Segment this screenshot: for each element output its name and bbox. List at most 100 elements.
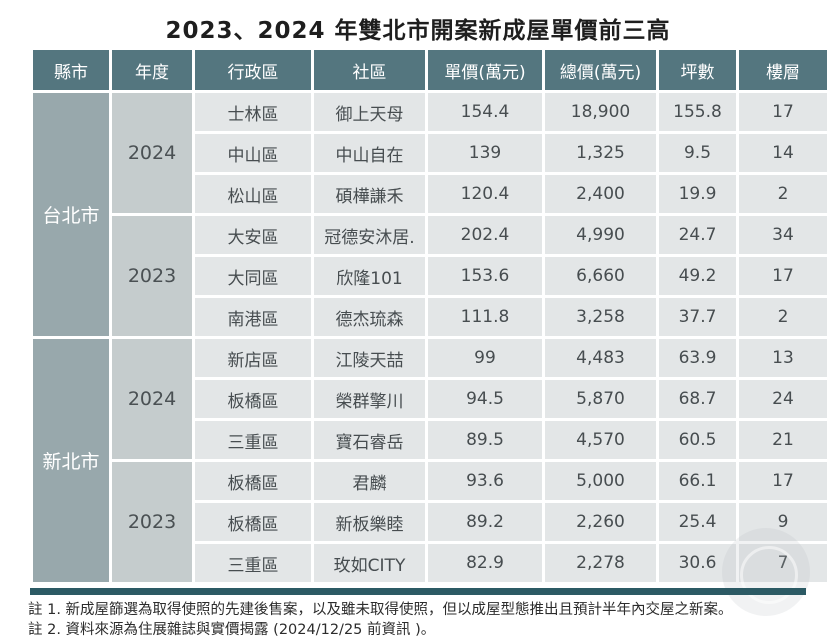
cell-total-price: 2,260: [545, 503, 656, 541]
cell-total-price: 4,990: [545, 216, 656, 254]
cell-district: 新店區: [195, 339, 311, 377]
cell-community: 冠德安沐居.: [314, 216, 425, 254]
cell-total-price: 6,660: [545, 257, 656, 295]
cell-community: 中山自在: [314, 134, 425, 172]
cell-ping: 155.8: [659, 93, 736, 131]
cell-total-price: 5,870: [545, 380, 656, 418]
cell-ping: 66.1: [659, 462, 736, 500]
cell-floor: 9: [739, 503, 827, 541]
cell-district: 大安區: [195, 216, 311, 254]
cell-community: 榮群擎川: [314, 380, 425, 418]
year-cell-2023: 2023: [112, 462, 192, 582]
year-cell-2024: 2024: [112, 339, 192, 459]
cell-floor: 13: [739, 339, 827, 377]
cell-ping: 19.9: [659, 175, 736, 213]
cell-community: 德杰琉森: [314, 298, 425, 336]
cell-floor: 14: [739, 134, 827, 172]
cell-floor: 21: [739, 421, 827, 459]
table-row: 台北市 2024 士林區 御上天母 154.4 18,900 155.8 17: [33, 93, 827, 336]
cell-community: 欣隆101: [314, 257, 425, 295]
cell-ping: 60.5: [659, 421, 736, 459]
header-unit-price: 單價(萬元): [428, 50, 542, 90]
cell-district: 板橋區: [195, 380, 311, 418]
cell-unit-price: 93.6: [428, 462, 542, 500]
cell-unit-price: 89.5: [428, 421, 542, 459]
cell-total-price: 4,570: [545, 421, 656, 459]
cell-total-price: 5,000: [545, 462, 656, 500]
table-row: 新北市 2024 新店區 江陵天喆 99 4,483 63.9 13: [33, 339, 827, 582]
cell-unit-price: 89.2: [428, 503, 542, 541]
table-row: 中山區 中山自在 139 1,325 9.5 14: [33, 134, 827, 172]
table-bottom-bar: [30, 588, 806, 595]
cell-floor: 17: [739, 257, 827, 295]
cell-ping: 63.9: [659, 339, 736, 377]
cell-floor: 24: [739, 380, 827, 418]
cell-unit-price: 202.4: [428, 216, 542, 254]
header-total-price: 總價(萬元): [545, 50, 656, 90]
table-row: 三重區 玫如CITY 82.9 2,278 30.6 7: [33, 544, 827, 582]
cell-total-price: 2,400: [545, 175, 656, 213]
cell-unit-price: 99: [428, 339, 542, 377]
cell-community: 新板樂睦: [314, 503, 425, 541]
header-county: 縣市: [33, 50, 109, 90]
cell-floor: 7: [739, 544, 827, 582]
cell-community: 君麟: [314, 462, 425, 500]
cell-unit-price: 111.8: [428, 298, 542, 336]
page-title: 2023、2024 年雙北市開案新成屋單價前三高: [165, 18, 671, 44]
cell-unit-price: 154.4: [428, 93, 542, 131]
city-cell-new-taipei: 新北市: [33, 339, 109, 582]
year-cell-2024: 2024: [112, 93, 192, 213]
cell-unit-price: 139: [428, 134, 542, 172]
cell-floor: 17: [739, 462, 827, 500]
cell-unit-price: 120.4: [428, 175, 542, 213]
cell-community: 玫如CITY: [314, 544, 425, 582]
cell-ping: 9.5: [659, 134, 736, 172]
cell-total-price: 18,900: [545, 93, 656, 131]
table-row: 大同區 欣隆101 153.6 6,660 49.2 17: [33, 257, 827, 295]
cell-ping: 24.7: [659, 216, 736, 254]
cell-community: 碩樺謙禾: [314, 175, 425, 213]
cell-district: 三重區: [195, 421, 311, 459]
cell-floor: 2: [739, 298, 827, 336]
cell-district: 南港區: [195, 298, 311, 336]
cell-total-price: 1,325: [545, 134, 656, 172]
cell-community: 江陵天喆: [314, 339, 425, 377]
cell-district: 板橋區: [195, 462, 311, 500]
cell-floor: 2: [739, 175, 827, 213]
cell-floor: 17: [739, 93, 827, 131]
cell-district: 三重區: [195, 544, 311, 582]
table-row: 板橋區 新板樂睦 89.2 2,260 25.4 9: [33, 503, 827, 541]
cell-unit-price: 153.6: [428, 257, 542, 295]
cell-total-price: 3,258: [545, 298, 656, 336]
cell-ping: 68.7: [659, 380, 736, 418]
table-row: 2023 板橋區 君麟 93.6 5,000 66.1 17: [33, 462, 827, 582]
cell-total-price: 4,483: [545, 339, 656, 377]
cell-district: 板橋區: [195, 503, 311, 541]
city-cell-taipei: 台北市: [33, 93, 109, 336]
cell-floor: 34: [739, 216, 827, 254]
cell-community: 寶石睿岳: [314, 421, 425, 459]
cell-unit-price: 82.9: [428, 544, 542, 582]
cell-total-price: 2,278: [545, 544, 656, 582]
header-community: 社區: [314, 50, 425, 90]
table-row: 松山區 碩樺謙禾 120.4 2,400 19.9 2: [33, 175, 827, 213]
cell-ping: 25.4: [659, 503, 736, 541]
footnote-1: 註 1. 新成屋篩選為取得使照的先建後售案，以及雖未取得使照，但以成屋型態推出且…: [28, 602, 733, 618]
cell-community: 御上天母: [314, 93, 425, 131]
header-floor: 樓層: [739, 50, 827, 90]
header-row: 縣市 年度 行政區 社區 單價(萬元) 總價(萬元) 坪數 樓層: [33, 50, 827, 90]
cell-district: 士林區: [195, 93, 311, 131]
table-row: 2023 大安區 冠德安沐居. 202.4 4,990 24.7 34: [33, 216, 827, 336]
table-row: 三重區 寶石睿岳 89.5 4,570 60.5 21: [33, 421, 827, 459]
data-table: 縣市 年度 行政區 社區 單價(萬元) 總價(萬元) 坪數 樓層 台北市 202…: [30, 47, 830, 585]
cell-unit-price: 94.5: [428, 380, 542, 418]
header-ping: 坪數: [659, 50, 736, 90]
cell-ping: 30.6: [659, 544, 736, 582]
year-cell-2023: 2023: [112, 216, 192, 336]
cell-ping: 37.7: [659, 298, 736, 336]
cell-district: 松山區: [195, 175, 311, 213]
header-district: 行政區: [195, 50, 311, 90]
cell-ping: 49.2: [659, 257, 736, 295]
footnote-2: 註 2. 資料來源為住展雜誌與實價揭露 (2024/12/25 前資訊 )。: [28, 622, 436, 638]
